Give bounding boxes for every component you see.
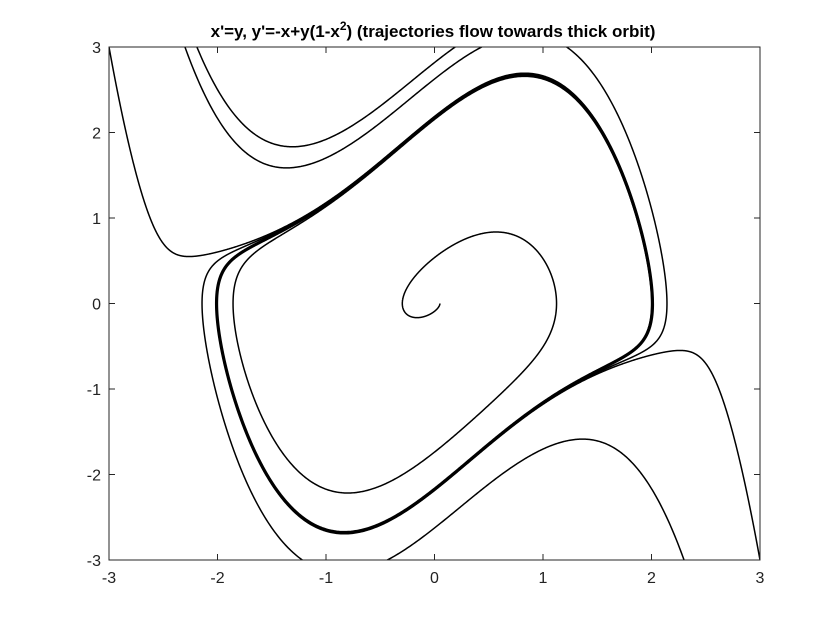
x-tick-label: 3	[756, 570, 765, 587]
chart-title-main: x'=y, y'=-x+y(1-x	[211, 22, 341, 41]
y-tick-label: 2	[92, 126, 101, 143]
x-tick-label: -1	[319, 570, 333, 587]
y-tick-label: -3	[87, 553, 101, 570]
outer-inflow-trajectory-5	[201, 72, 685, 560]
outer-inflow-trajectory-2	[109, 47, 654, 534]
y-tick-label: 0	[92, 297, 101, 314]
y-tick-label: -1	[87, 382, 101, 399]
x-axis: -3 -2 -1 0 1 2 3	[102, 47, 765, 587]
x-tick-label: -3	[102, 570, 116, 587]
y-tick-label: 1	[92, 211, 101, 228]
chart-title: x'=y, y'=-x+y(1-x2) (trajectories flow t…	[211, 19, 656, 41]
trajectories	[109, 47, 760, 560]
x-tick-label: -2	[210, 570, 224, 587]
outer-inflow-trajectory-6	[196, 47, 587, 148]
x-tick-label: 0	[430, 570, 439, 587]
limit-cycle-trajectory-0	[214, 72, 655, 535]
chart-title-superscript: 2	[340, 19, 347, 33]
chart-title-suffix: ) (trajectories flow towards thick orbit…	[347, 22, 656, 41]
x-tick-label: 1	[539, 570, 548, 587]
plot-box	[108, 46, 761, 561]
y-axis: 3 2 1 0 -1 -2 -3	[87, 40, 760, 570]
inner-spiral-trajectory-1	[215, 73, 654, 534]
y-tick-label: 3	[92, 40, 101, 57]
x-tick-label: 2	[647, 570, 656, 587]
y-tick-label: -2	[87, 468, 101, 485]
